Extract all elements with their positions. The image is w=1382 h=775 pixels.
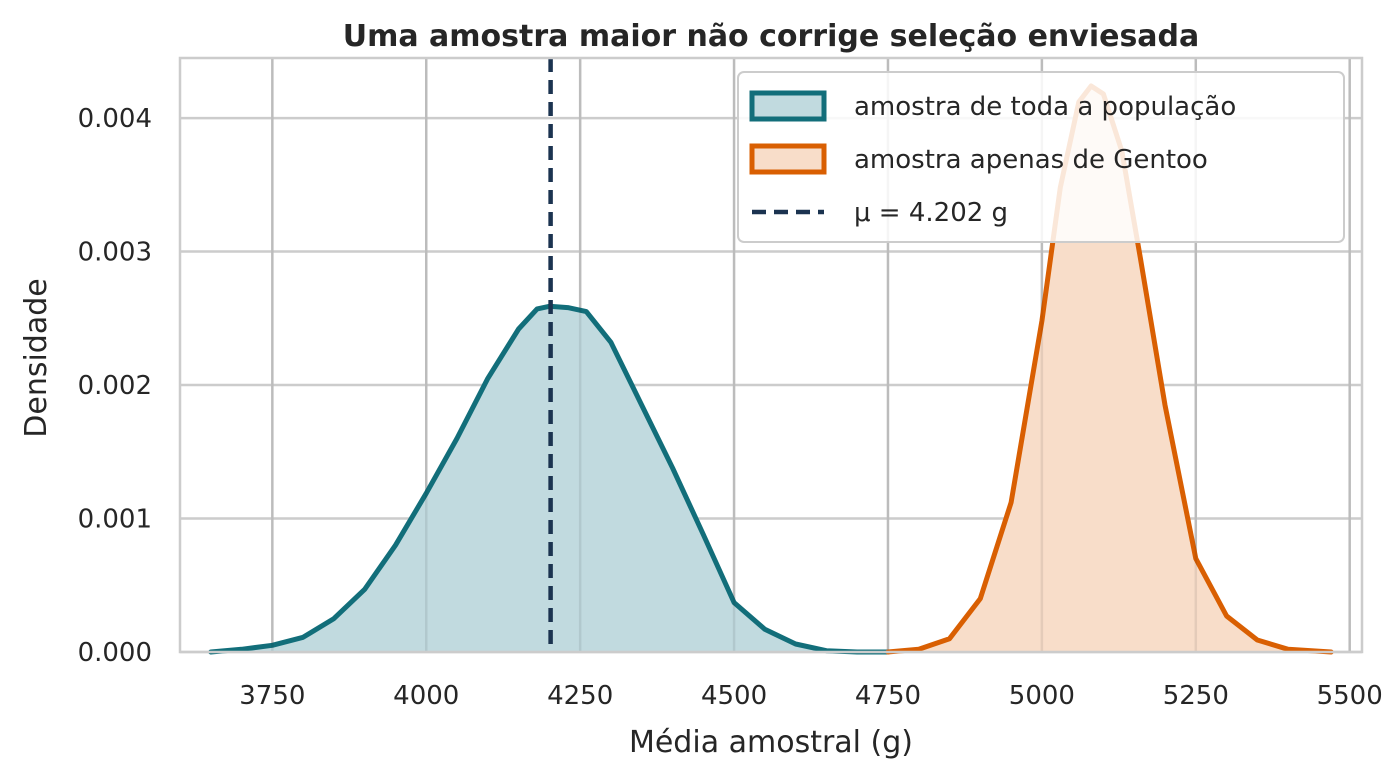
legend: amostra de toda a população amostra apena…: [737, 71, 1345, 243]
x-tick-label: 5500: [1317, 681, 1382, 711]
legend-swatch-2: [749, 143, 827, 175]
x-tick-labels: 3750 4000 4250 4500 4750 5000 5250 5500: [239, 681, 1382, 711]
series-area-2: [888, 86, 1332, 652]
y-tick-labels: 0.000 0.001 0.002 0.003 0.004: [78, 104, 152, 668]
plot-frame: [178, 56, 1364, 654]
y-tick-label: 0.002: [78, 371, 152, 401]
y-tick-label: 0.000: [78, 638, 152, 668]
x-tick-label: 5250: [1163, 681, 1229, 711]
x-tick-label: 4000: [393, 681, 459, 711]
plot-border: [178, 56, 1364, 654]
x-tick-label: 4250: [547, 681, 613, 711]
y-axis-label: Densidade: [19, 278, 54, 437]
x-tick-label: 5000: [1009, 681, 1075, 711]
legend-label-2: amostra apenas de Gentoo: [854, 145, 1208, 175]
y-tick-label: 0.001: [78, 505, 152, 535]
legend-label-1: amostra de toda a população: [854, 92, 1236, 122]
x-tick-label: 4500: [701, 681, 767, 711]
y-tick-label: 0.003: [78, 238, 152, 268]
x-axis-label: Média amostral (g): [629, 725, 913, 760]
x-tick-label: 4750: [855, 681, 921, 711]
y-tick-label: 0.004: [78, 104, 152, 134]
x-tick-label: 3750: [239, 681, 305, 711]
legend-box: [737, 71, 1345, 243]
legend-label-mean: μ = 4.202 g: [854, 198, 1008, 228]
legend-swatch-1: [749, 90, 827, 122]
chart-title: Uma amostra maior não corrige seleção en…: [343, 19, 1200, 54]
